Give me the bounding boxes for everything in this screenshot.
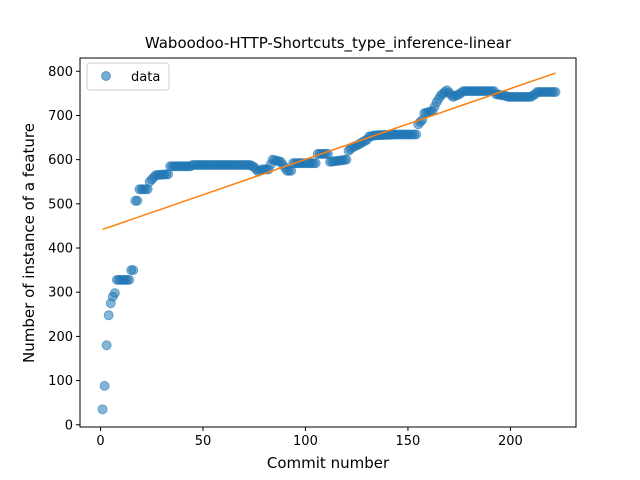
legend-box bbox=[86, 62, 170, 91]
data-point bbox=[99, 380, 110, 391]
x-tick-label: 0 bbox=[96, 434, 104, 449]
data-point bbox=[550, 87, 561, 98]
data-point bbox=[97, 404, 108, 415]
y-tick-label: 500 bbox=[48, 197, 73, 212]
data-point bbox=[101, 340, 112, 351]
y-tick-label: 800 bbox=[48, 65, 73, 80]
y-tick-label: 400 bbox=[48, 242, 73, 257]
legend-marker-data bbox=[101, 71, 111, 81]
data-point bbox=[132, 195, 143, 206]
data-point bbox=[128, 265, 139, 276]
x-tick-label: 100 bbox=[293, 434, 318, 449]
data-point bbox=[109, 288, 120, 299]
y-tick-label: 0 bbox=[65, 418, 73, 433]
data-point bbox=[310, 158, 321, 169]
y-tick-label: 100 bbox=[48, 374, 73, 389]
legend-label-data: data bbox=[131, 70, 160, 85]
chart-title: Waboodoo-HTTP-Shortcuts_type_inference-l… bbox=[145, 34, 512, 53]
y-tick-label: 200 bbox=[48, 330, 73, 345]
y-tick-label: 700 bbox=[48, 109, 73, 124]
y-tick-label: 300 bbox=[48, 286, 73, 301]
fit-line bbox=[102, 72, 556, 231]
plot-frame bbox=[79, 57, 577, 428]
x-tick-label: 200 bbox=[498, 434, 523, 449]
y-tick-label: 600 bbox=[48, 153, 73, 168]
axes: 0 50 100 150 200 0 100 200 300 400 500 600 700 800 bbox=[48, 57, 577, 449]
x-axis-label: Commit number bbox=[267, 454, 390, 472]
y-axis-label: Number of instance of a feature bbox=[20, 123, 38, 363]
data-point bbox=[103, 310, 114, 321]
legend: data bbox=[86, 62, 170, 91]
data-point bbox=[124, 274, 135, 285]
x-tick-label: 50 bbox=[195, 434, 212, 449]
data-point bbox=[411, 129, 422, 140]
x-tick-label: 150 bbox=[396, 434, 421, 449]
plot-area bbox=[97, 72, 561, 415]
data-point bbox=[341, 154, 352, 165]
